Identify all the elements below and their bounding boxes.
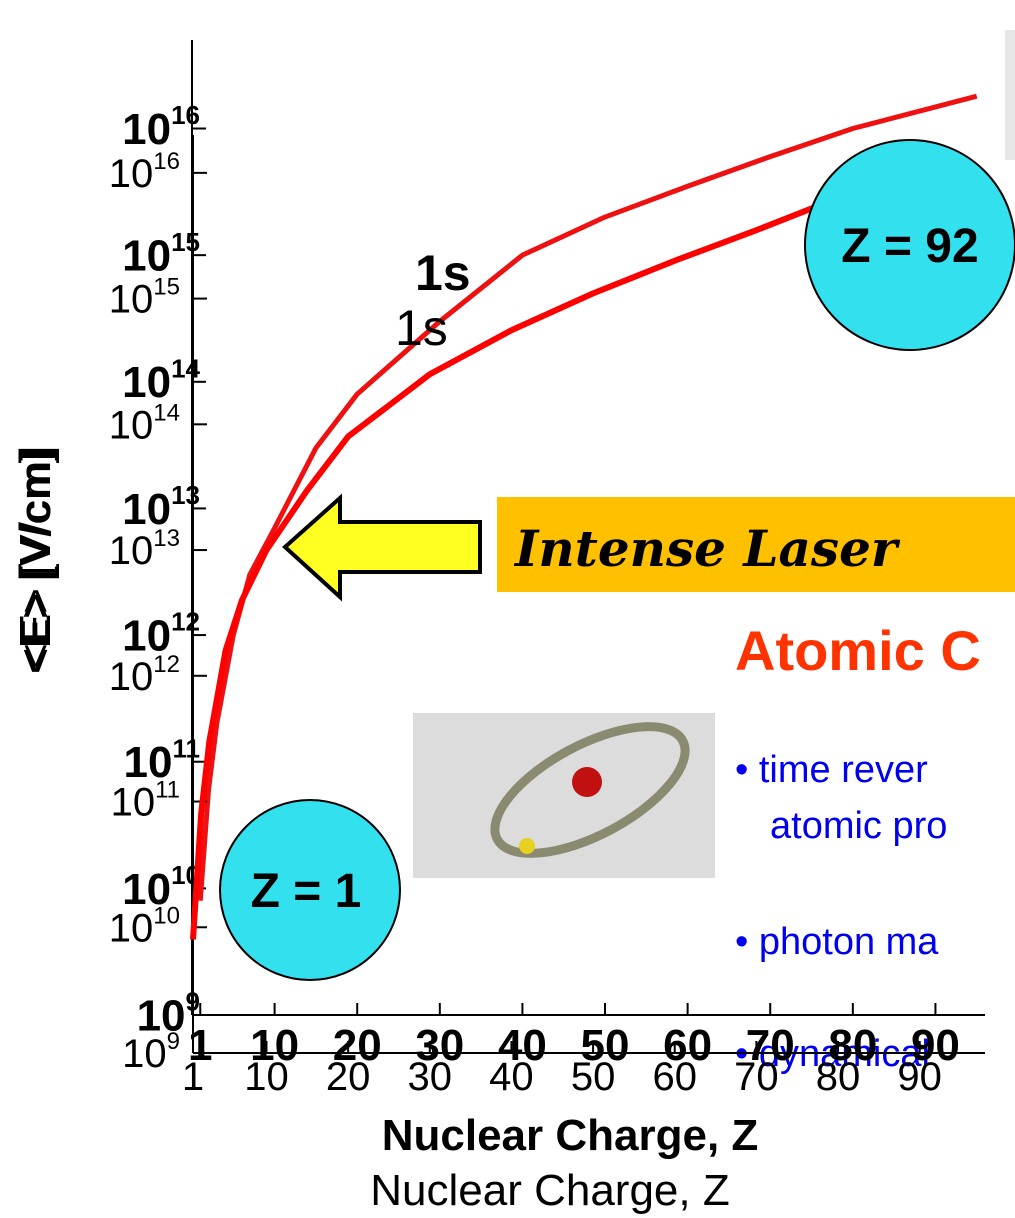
grey-box xyxy=(1005,30,1015,160)
tick-base: 10 xyxy=(122,105,171,154)
y-tick-label: 1015 xyxy=(109,274,180,322)
tick-exponent: 12 xyxy=(153,651,180,678)
bullet: • time rever xyxy=(735,749,928,791)
tick-exponent: 9 xyxy=(167,1028,180,1055)
y-tick-label: 1011 xyxy=(111,777,180,825)
tick-base: 10 xyxy=(109,152,154,196)
tick-exponent: 13 xyxy=(153,525,180,552)
tick-base: 10 xyxy=(109,278,154,322)
x-tick-label: 1 xyxy=(182,1055,204,1099)
y-tick-label: 1014 xyxy=(109,399,180,447)
annotation: 1s xyxy=(395,300,448,356)
x-tick-label: 80 xyxy=(816,1055,861,1099)
heading: Atomic C xyxy=(735,619,981,682)
tick-exponent: 14 xyxy=(153,399,180,426)
tick-exponent: 16 xyxy=(171,100,200,130)
y-tick-label: 1016 xyxy=(109,148,180,196)
electron xyxy=(519,838,535,854)
tick-exponent: 13 xyxy=(171,480,200,510)
tick-exponent: 16 xyxy=(153,148,180,175)
tick-base: 10 xyxy=(111,781,156,825)
y-tick-label: 1016 xyxy=(122,100,200,154)
annotation: 1s xyxy=(415,245,471,301)
y-tick-label: 1012 xyxy=(109,651,180,699)
bullet: atomic pro xyxy=(770,805,947,847)
tick-exponent: 10 xyxy=(153,902,180,929)
tick-base: 10 xyxy=(109,403,154,447)
tick-exponent: 12 xyxy=(171,607,200,637)
y-tick-label: 1015 xyxy=(122,227,200,281)
y-tick-label: 1013 xyxy=(109,525,180,573)
y-tick-label: 109 xyxy=(122,1028,180,1076)
page: {"chart_data": [ {"type": "line", "title… xyxy=(0,0,1015,1218)
tick-exponent: 11 xyxy=(173,733,201,763)
x-tick-label: 90 xyxy=(897,1055,942,1099)
slide: Intense Laser Atomic C • time rever atom… xyxy=(0,0,1015,1218)
x-tick-label: 40 xyxy=(489,1055,534,1099)
x-tick-label: 30 xyxy=(408,1055,453,1099)
circle-label: Z = 1 xyxy=(251,865,362,918)
y-tick-label: 1010 xyxy=(109,902,180,950)
tick-exponent: 11 xyxy=(155,777,180,804)
bullet: • photon ma xyxy=(735,921,939,963)
tick-exponent: 15 xyxy=(171,227,200,257)
x-tick-label: 10 xyxy=(244,1055,289,1099)
x-axis-label: Nuclear Charge, Z xyxy=(370,1166,729,1215)
tick-base: 10 xyxy=(109,529,154,573)
tick-base: 10 xyxy=(109,906,154,950)
tick-exponent: 15 xyxy=(153,274,180,301)
atom-image xyxy=(413,701,715,879)
x-tick-label: 50 xyxy=(571,1055,616,1099)
tick-base: 10 xyxy=(122,1032,167,1076)
nucleus xyxy=(572,767,602,797)
banner-text: Intense Laser xyxy=(513,519,901,578)
x-tick-label: 20 xyxy=(326,1055,371,1099)
y-axis-label: <E> [V/cm] xyxy=(11,451,60,669)
x-axis-label: Nuclear Charge, Z xyxy=(382,1111,759,1160)
x-tick-label: 70 xyxy=(734,1055,779,1099)
tick-exponent: 14 xyxy=(171,353,200,383)
tick-base: 10 xyxy=(109,655,154,699)
arrow xyxy=(285,498,480,597)
x-tick-label: 60 xyxy=(652,1055,697,1099)
circle-label: Z = 92 xyxy=(841,220,978,273)
